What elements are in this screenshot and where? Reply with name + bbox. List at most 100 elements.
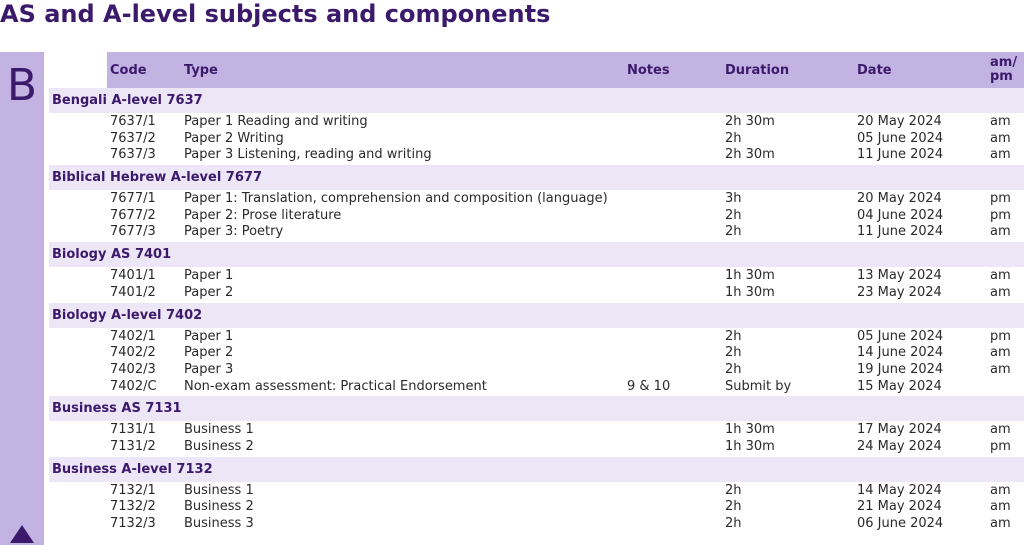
cell-code: 7132/1 [110, 482, 156, 498]
table-row: 7637/1 Paper 1 Reading and writing 2h 30m 2… [49, 114, 1024, 131]
cell-date: 11 June 2024 [857, 224, 944, 240]
cell-ampm: am [990, 345, 1011, 361]
table-row: 7131/1 Business 1 1h 30m 17 May 2024 am [49, 422, 1024, 439]
cell-code: 7402/C [110, 378, 157, 394]
table-row: 7131/2 Business 2 1h 30m 24 May 2024 pm [49, 439, 1024, 456]
cell-duration: 2h 30m [725, 147, 775, 163]
cell-duration: 2h [725, 361, 742, 377]
cell-duration: 2h 30m [725, 114, 775, 129]
cell-type: Paper 1 [184, 268, 234, 284]
cell-ampm: am [990, 422, 1011, 438]
cell-ampm: pm [990, 207, 1011, 223]
cell-type: Paper 3 [184, 361, 234, 377]
table-row: 7132/1 Business 1 2h 14 May 2024 am [49, 483, 1024, 500]
header-type: Type [184, 62, 218, 78]
subject-sections: Bengali A-level 7637 7637/1 Paper 1 Readin… [49, 88, 1024, 534]
table-row: 7677/2 Paper 2: Prose literature 2h 04 June… [49, 208, 1024, 225]
cell-date: 23 May 2024 [857, 284, 942, 300]
subject-heading: Bengali A-level 7637 [49, 88, 1024, 113]
cell-type: Paper 1 Reading and writing [184, 114, 368, 129]
cell-type: Business 2 [184, 499, 254, 515]
cell-code: 7131/2 [110, 438, 156, 454]
cell-duration: 2h [725, 207, 742, 223]
cell-ampm: pm [990, 438, 1011, 454]
cell-type: Business 2 [184, 438, 254, 454]
header-ampm: am/ pm [990, 55, 1018, 84]
back-to-top-icon[interactable] [10, 525, 34, 543]
cell-type: Paper 3 Listening, reading and writing [184, 147, 432, 163]
cell-duration: 2h [725, 482, 742, 498]
cell-date: 11 June 2024 [857, 147, 944, 163]
cell-duration: 2h [725, 499, 742, 515]
cell-duration: 2h [725, 516, 742, 531]
cell-duration: 1h 30m [725, 284, 775, 300]
cell-date: 05 June 2024 [857, 328, 944, 344]
exam-timetable: Code Type Notes Duration Date am/ pm Ben… [49, 52, 1024, 534]
cell-duration: 2h [725, 328, 742, 344]
cell-duration: 1h 30m [725, 438, 775, 454]
cell-type: Paper 1: Translation, comprehension and … [184, 191, 608, 207]
cell-duration: 2h [725, 224, 742, 240]
subject-heading: Biology AS 7401 [49, 242, 1024, 268]
cell-ampm: am [990, 130, 1011, 146]
cell-duration: 2h [725, 345, 742, 361]
cell-date: 17 May 2024 [857, 422, 942, 438]
cell-duration: 1h 30m [725, 422, 775, 438]
cell-code: 7402/2 [110, 345, 156, 361]
cell-code: 7132/2 [110, 499, 156, 515]
cell-code: 7677/1 [110, 191, 156, 207]
cell-code: 7637/3 [110, 147, 156, 163]
cell-date: 14 June 2024 [857, 345, 944, 361]
cell-code: 7637/1 [110, 114, 156, 129]
table-header: Code Type Notes Duration Date am/ pm [107, 52, 1024, 88]
cell-type: Paper 2 [184, 284, 234, 300]
component-group: 7677/1 Paper 1: Translation, comprehensio… [49, 190, 1024, 242]
cell-ampm: am [990, 482, 1011, 498]
cell-code: 7677/2 [110, 207, 156, 223]
cell-date: 05 June 2024 [857, 130, 944, 146]
table-row: 7677/1 Paper 1: Translation, comprehensio… [49, 191, 1024, 208]
cell-duration: 2h [725, 130, 742, 146]
cell-code: 7401/1 [110, 268, 156, 284]
cell-ampm: am [990, 268, 1011, 284]
table-row: 7401/1 Paper 1 1h 30m 13 May 2024 am [49, 268, 1024, 285]
cell-ampm: am [990, 114, 1011, 129]
cell-date: 19 June 2024 [857, 361, 944, 377]
cell-type: Non-exam assessment: Practical Endorseme… [184, 378, 487, 394]
cell-code: 7677/3 [110, 224, 156, 240]
cell-date: 21 May 2024 [857, 499, 942, 515]
component-group: 7132/1 Business 1 2h 14 May 2024 am 7132/2 Bus… [49, 482, 1024, 534]
section-letter: B [6, 60, 38, 111]
header-code: Code [110, 62, 147, 78]
cell-ampm: pm [990, 191, 1011, 207]
table-row: 7677/3 Paper 3: Poetry 2h 11 June 2024 am [49, 224, 1024, 241]
subject-heading: Business A-level 7132 [49, 456, 1024, 482]
cell-ampm: am [990, 284, 1011, 300]
cell-ampm: pm [990, 328, 1011, 344]
cell-date: 24 May 2024 [857, 438, 942, 454]
subject-heading: Biblical Hebrew A-level 7677 [49, 165, 1024, 191]
cell-ampm: am [990, 147, 1011, 163]
header-date: Date [857, 62, 892, 78]
cell-type: Business 3 [184, 516, 254, 531]
cell-type: Paper 2: Prose literature [184, 207, 342, 223]
cell-type: Business 1 [184, 422, 254, 438]
letter-sidebar: B [0, 52, 44, 545]
component-group: 7402/1 Paper 1 2h 05 June 2024 pm 7402/2 Paper… [49, 328, 1024, 397]
cell-date: 13 May 2024 [857, 268, 942, 284]
table-row: 7637/3 Paper 3 Listening, reading and wri… [49, 147, 1024, 164]
cell-code: 7132/3 [110, 516, 156, 531]
table-row: 7402/1 Paper 1 2h 05 June 2024 pm [49, 329, 1024, 346]
component-group: 7401/1 Paper 1 1h 30m 13 May 2024 am 7401/2 Pa… [49, 267, 1024, 302]
cell-type: Paper 2 [184, 345, 234, 361]
cell-code: 7637/2 [110, 130, 156, 146]
page-title: AS and A-level subjects and components [0, 0, 551, 28]
cell-date: 14 May 2024 [857, 482, 942, 498]
cell-code: 7402/1 [110, 328, 156, 344]
cell-ampm: am [990, 224, 1011, 240]
table-row: 7637/2 Paper 2 Writing 2h 05 June 2024 am [49, 131, 1024, 148]
subject-heading: Business AS 7131 [49, 396, 1024, 422]
cell-duration: 3h [725, 191, 742, 207]
subject-heading: Biology A-level 7402 [49, 302, 1024, 328]
cell-ampm: am [990, 499, 1011, 515]
